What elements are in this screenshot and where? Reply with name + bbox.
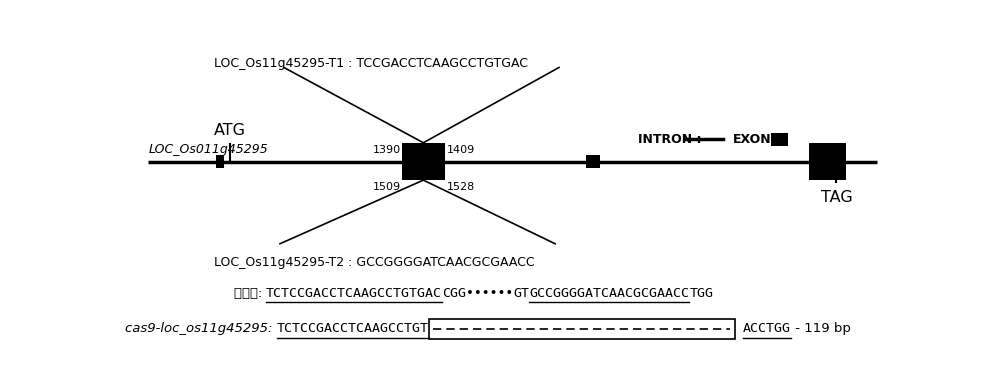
Text: cas9-loc_os11g45295:: cas9-loc_os11g45295: [125, 322, 277, 335]
Text: INTRON :: INTRON : [638, 133, 702, 146]
Text: TCTCCGACCTCAAGCCTGTGAC: TCTCCGACCTCAAGCCTGTGAC [266, 286, 442, 300]
Text: GCCGGGGATCAACGCGAACC: GCCGGGGATCAACGCGAACC [529, 286, 689, 300]
Text: 1509: 1509 [373, 182, 401, 192]
Text: 1390: 1390 [373, 145, 401, 154]
Text: LOC_Os11g45295-T1 : TCCGACCTCAAGCCTGTGAC: LOC_Os11g45295-T1 : TCCGACCTCAAGCCTGTGAC [214, 57, 528, 70]
Bar [402, 143, 445, 180]
Text: TGG: TGG [689, 286, 713, 300]
Text: 1409: 1409 [447, 145, 475, 154]
Text: ATG: ATG [214, 123, 246, 138]
Text: 日本晴:: 日本晴: [234, 286, 266, 300]
Text: ••••••: •••••• [466, 286, 513, 300]
Text: - 119 bp: - 119 bp [791, 322, 851, 335]
Text: 1528: 1528 [447, 182, 475, 192]
Text: CGG: CGG [442, 286, 466, 300]
Bar [586, 155, 600, 168]
Text: TCTCCGACCTCAAGCCTGT: TCTCCGACCTCAAGCCTGT [277, 322, 429, 335]
Text: GT: GT [513, 286, 529, 300]
Text: ACCTGG: ACCTGG [743, 322, 791, 335]
Text: LOC_Os011g45295: LOC_Os011g45295 [148, 143, 268, 156]
Bar [771, 133, 788, 146]
Bar [809, 143, 846, 180]
Text: TAG: TAG [821, 190, 852, 205]
Bar [216, 155, 224, 168]
Text: LOC_Os11g45295-T2 : GCCGGGGATCAACGCGAACC: LOC_Os11g45295-T2 : GCCGGGGATCAACGCGAACC [214, 256, 535, 269]
Bar [429, 319, 735, 339]
Text: EXON:: EXON: [733, 133, 777, 146]
